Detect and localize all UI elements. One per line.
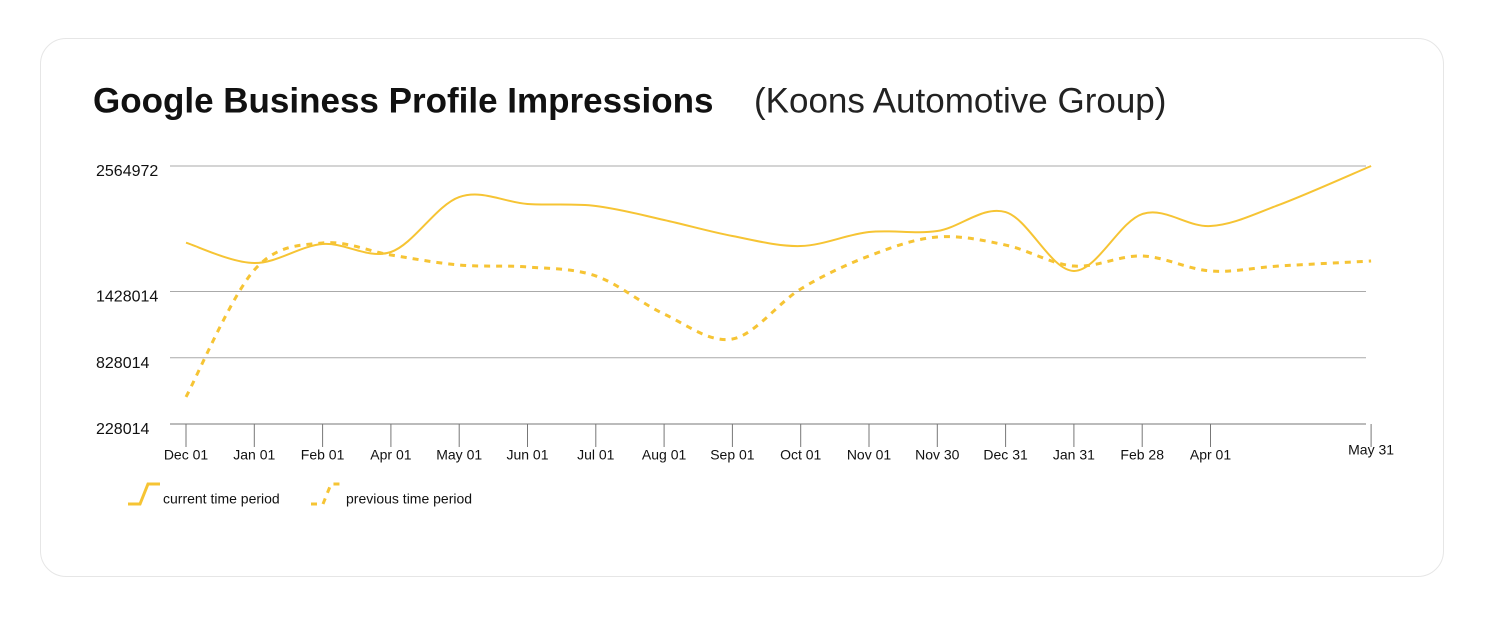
chart-subtitle: (Koons Automotive Group) <box>754 81 1166 120</box>
x-tick-label: Jan 01 <box>233 447 275 463</box>
x-tick-label: Apr 01 <box>1190 447 1231 463</box>
x-tick-label: Sep 01 <box>710 447 755 463</box>
x-tick-label: Apr 01 <box>370 447 411 463</box>
x-tick-label: Nov 30 <box>915 447 960 463</box>
y-tick-label: 1428014 <box>96 289 158 306</box>
y-tick-label: 2564972 <box>96 163 158 180</box>
x-tick-label: Nov 01 <box>847 447 892 463</box>
x-tick-label: Aug 01 <box>642 447 687 463</box>
chart-title: Google Business Profile Impressions <box>93 81 713 120</box>
x-tick-label: Jun 01 <box>506 447 548 463</box>
legend-icon <box>311 482 343 506</box>
x-tick-label: Dec 01 <box>164 447 209 463</box>
x-tick-label: May 31 <box>1348 442 1394 458</box>
x-tick-label: Jul 01 <box>577 447 615 463</box>
x-tick-label: Feb 28 <box>1120 447 1164 463</box>
x-tick-label: May 01 <box>436 447 482 463</box>
x-tick-label: Oct 01 <box>780 447 821 463</box>
y-tick-label: 828014 <box>96 355 149 372</box>
legend-icon <box>128 482 160 506</box>
x-tick-label: Dec 31 <box>983 447 1028 463</box>
x-tick-label: Jan 31 <box>1053 447 1095 463</box>
legend-label: previous time period <box>346 491 472 507</box>
data-line <box>184 235 1372 398</box>
data-line <box>185 165 1372 272</box>
card <box>40 38 1444 577</box>
x-tick-label: Feb 01 <box>301 447 345 463</box>
legend-label: current time period <box>163 491 280 507</box>
y-tick-label: 228014 <box>96 421 149 438</box>
